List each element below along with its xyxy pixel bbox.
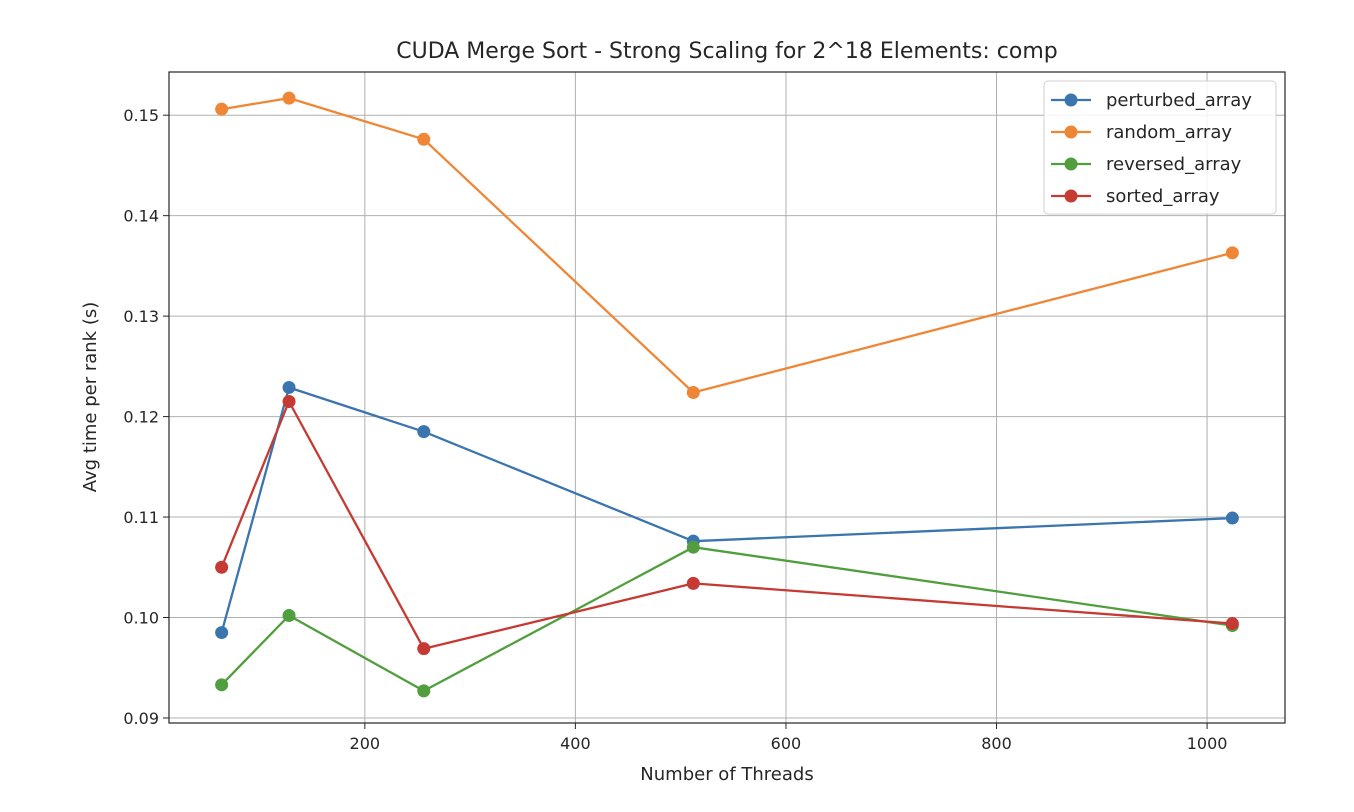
chart-title: CUDA Merge Sort - Strong Scaling for 2^1… [396,39,1058,64]
y-tick-label: 0.11 [123,508,159,527]
grid [169,72,1285,723]
y-tick-label: 0.14 [123,207,159,226]
legend: perturbed_array random_array reversed_arra… [1043,80,1277,215]
legend-label-perturbed_array: perturbed_array [1106,90,1252,111]
data-point-sorted_array [686,576,700,590]
y-tick-label: 0.09 [123,709,159,728]
data-point-sorted_array [417,642,431,656]
data-point-perturbed_array [215,626,229,640]
y-axis-label: Avg time per rank (s) [80,302,101,492]
series-random_array [215,91,1239,399]
data-point-perturbed_array [1225,511,1239,525]
data-point-random_array [282,91,296,105]
legend-label-sorted_array: sorted_array [1106,186,1220,207]
series-group [215,91,1239,698]
y-tick-label: 0.10 [123,609,159,628]
y-tick-label: 0.12 [123,408,159,427]
x-tick-label: 1000 [1187,734,1228,753]
data-point-sorted_array [282,395,296,409]
data-point-perturbed_array [282,380,296,394]
y-axis: 0.09 0.10 0.11 0.12 0.13 0.14 0.15 [123,106,169,728]
series-perturbed_array [215,380,1239,640]
data-point-reversed_array [686,540,700,554]
legend-marker-reversed_array [1064,157,1078,171]
data-point-reversed_array [417,684,431,698]
series-reversed_array [215,540,1239,698]
x-tick-label: 600 [771,734,802,753]
plot-area [168,71,1286,724]
data-point-perturbed_array [417,425,431,439]
data-point-random_array [215,102,229,116]
x-tick-label: 200 [350,734,381,753]
series-line-reversed_array [220,546,1233,693]
legend-label-reversed_array: reversed_array [1106,154,1242,175]
data-point-sorted_array [1225,617,1239,631]
series-line-perturbed_array [220,386,1233,633]
x-axis-label: Number of Threads [640,764,813,785]
x-axis: 200 400 600 800 1000 [350,723,1228,753]
series-sorted_array [215,395,1239,656]
x-tick-label: 800 [981,734,1012,753]
data-point-random_array [1225,246,1239,260]
y-tick-label: 0.15 [123,106,159,125]
x-tick-label: 400 [560,734,591,753]
data-point-sorted_array [215,560,229,574]
legend-marker-sorted_array [1064,189,1078,203]
y-tick-label: 0.13 [123,307,159,326]
data-point-random_array [686,385,700,399]
data-point-reversed_array [282,609,296,623]
legend-marker-perturbed_array [1064,93,1078,107]
legend-box [1043,80,1277,215]
legend-label-random_array: random_array [1106,122,1232,143]
legend-marker-random_array [1064,125,1078,139]
data-point-random_array [417,132,431,146]
data-point-reversed_array [215,678,229,692]
